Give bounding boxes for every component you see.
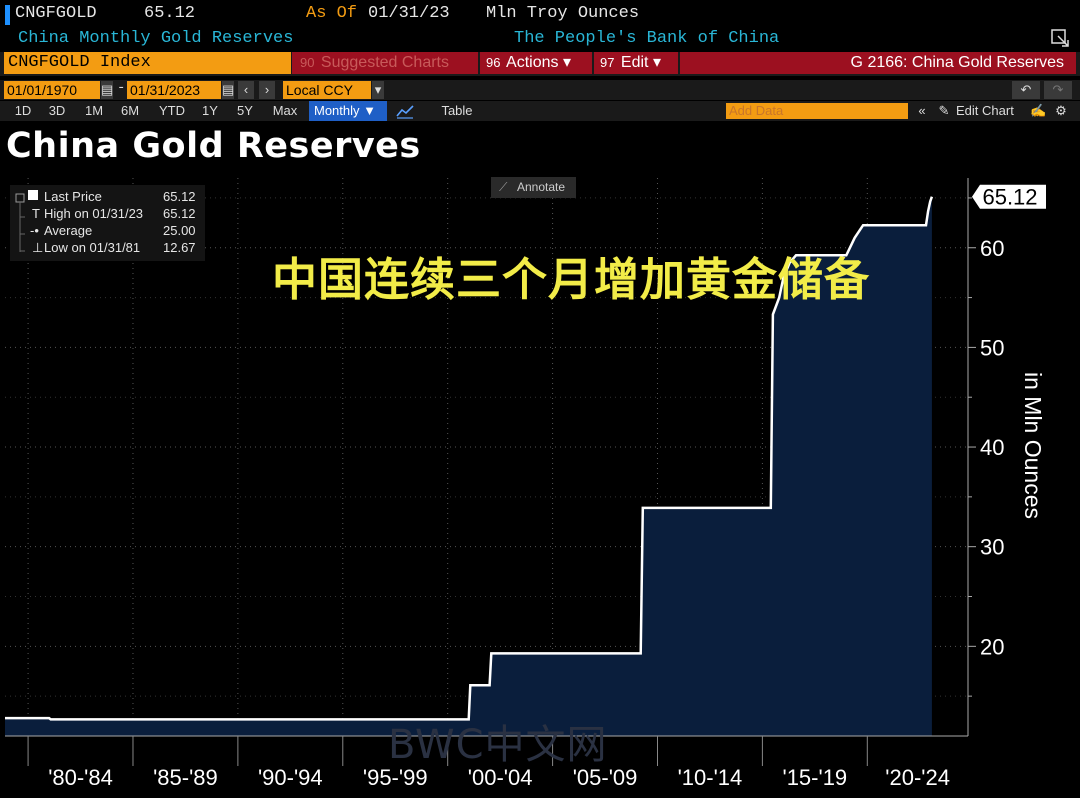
y-tick-label: 30 <box>980 535 1004 560</box>
annotate-pen-icon: ⟋ <box>499 180 508 194</box>
legend-average-value: 25.00 <box>163 223 196 238</box>
start-date-input[interactable]: 01/01/1970 <box>4 81 100 99</box>
add-data-input[interactable]: Add Data <box>726 103 908 119</box>
last-value-badge-bg <box>972 184 1046 209</box>
x-tick-label: '95-'99 <box>363 765 428 790</box>
undo-icon[interactable]: ↶ <box>1012 81 1040 99</box>
watermark: BWC中文网 <box>388 722 608 768</box>
period-3d[interactable]: 3D <box>48 103 66 118</box>
suggested-num: 90 <box>300 55 315 70</box>
x-tick-label: '20-'24 <box>885 765 950 790</box>
as-of-label: As Of <box>306 4 358 23</box>
description: China Monthly Gold Reserves <box>18 29 294 48</box>
start-calendar-icon[interactable]: ▤ <box>101 81 114 99</box>
popout-icon[interactable] <box>1050 28 1072 48</box>
currency-dropdown-icon[interactable]: ▾ <box>372 81 384 99</box>
period-5y[interactable]: 5Y <box>237 103 253 118</box>
collapse-icon[interactable]: « <box>918 103 926 118</box>
redo-icon[interactable]: ↷ <box>1044 81 1072 99</box>
end-calendar-icon[interactable]: ▤ <box>222 81 235 99</box>
y-tick-label: 50 <box>980 335 1004 360</box>
x-tick-label: '00-'04 <box>468 765 533 790</box>
actions-num: 96 <box>486 55 501 70</box>
legend-last-label: Last Price <box>44 189 102 204</box>
overlay-headline: 中国连续三个月增加黄金储备 <box>272 253 871 306</box>
end-date-input[interactable]: 01/31/2023 <box>127 81 221 99</box>
security-field[interactable]: CNGFGOLD Index <box>4 52 291 74</box>
last-value-badge: 65.12 <box>972 184 1046 210</box>
annotate-button[interactable]: ⟋ Annotate <box>491 177 576 198</box>
edit-button[interactable]: 97 Edit ▾ <box>594 52 678 74</box>
edit-icon[interactable]: ✍ <box>1030 103 1047 118</box>
last-value-label: 65.12 <box>982 185 1037 210</box>
next-arrow-icon[interactable]: › <box>259 81 275 99</box>
pencil-icon[interactable]: ✎ <box>938 103 950 118</box>
series-area <box>5 196 932 736</box>
legend-low-icon: ⊥ <box>32 240 44 255</box>
edit-num: 97 <box>600 55 615 70</box>
period-6m[interactable]: 6M <box>120 103 140 118</box>
period-1d[interactable]: 1D <box>14 103 32 118</box>
ticker: CNGFGOLD <box>15 4 97 23</box>
legend-box[interactable]: Last Price 65.12 T High on 01/31/23 65.1… <box>10 185 205 261</box>
legend-last-value: 65.12 <box>163 189 196 204</box>
legend-high-label: High on 01/31/23 <box>44 206 144 221</box>
x-tick-label: '10-'14 <box>678 765 743 790</box>
actions-button[interactable]: 96 Actions ▾ <box>480 52 592 74</box>
annotate-label: Annotate <box>517 180 566 194</box>
chart-title: China Gold Reserves <box>6 126 421 166</box>
period-1y[interactable]: 1Y <box>202 103 218 118</box>
period-max[interactable]: Max <box>272 103 298 118</box>
ticker-marker <box>5 5 10 25</box>
x-tick-label: '85-'89 <box>153 765 218 790</box>
x-tick-label: '05-'09 <box>573 765 638 790</box>
settings-gear-icon[interactable]: ⚙ <box>1055 103 1067 118</box>
period-1m[interactable]: 1M <box>84 103 104 118</box>
legend-average-label: Average <box>44 223 93 238</box>
last-value: 65.12 <box>144 4 196 23</box>
edit-label: Edit ▾ <box>620 54 661 71</box>
series-line <box>5 196 934 721</box>
y-ticks: 20 30 40 50 60 <box>968 197 1004 697</box>
units: Mln Troy Ounces <box>486 4 640 23</box>
y-tick-label: 60 <box>980 236 1004 261</box>
legend-high-icon: T <box>32 206 40 221</box>
x-tick-label: '80-'84 <box>48 765 113 790</box>
source: The People's Bank of China <box>514 29 780 48</box>
x-tick-label: '15-'19 <box>783 765 848 790</box>
legend-swatch <box>28 190 38 200</box>
suggested-charts-button[interactable]: 90 Suggested Charts <box>292 52 478 74</box>
y-tick-label: 40 <box>980 435 1004 460</box>
legend-high-value: 65.12 <box>163 206 196 221</box>
date-separator: - <box>117 80 126 96</box>
legend-low-value: 12.67 <box>163 240 196 255</box>
x-ticks: '80-'84 '85-'89 '90-'94 '95-'99 '00-'04 '05-'… <box>27 736 950 790</box>
function-title: G 2166: China Gold Reserves <box>680 52 1076 74</box>
legend-tree-icon <box>15 193 25 252</box>
suggested-label: Suggested Charts <box>320 54 449 71</box>
y-axis-label: in Mln Ounces <box>1020 372 1046 520</box>
legend-average-icon: -• <box>30 223 39 238</box>
x-tick-label: '90-'94 <box>258 765 323 790</box>
actions-label: Actions ▾ <box>506 54 571 71</box>
as-of-date: 01/31/23 <box>368 4 450 23</box>
line-chart-icon[interactable] <box>394 102 416 120</box>
table-button[interactable]: Table <box>441 103 473 118</box>
currency-select[interactable]: Local CCY <box>283 81 371 99</box>
y-tick-label: 20 <box>980 634 1004 659</box>
edit-chart-button[interactable]: Edit Chart <box>956 103 1014 118</box>
legend-low-label: Low on 01/31/81 <box>44 240 141 255</box>
frequency-select[interactable]: Monthly ▼ <box>309 101 387 121</box>
prev-arrow-icon[interactable]: ‹ <box>238 81 254 99</box>
period-ytd[interactable]: YTD <box>159 103 185 118</box>
